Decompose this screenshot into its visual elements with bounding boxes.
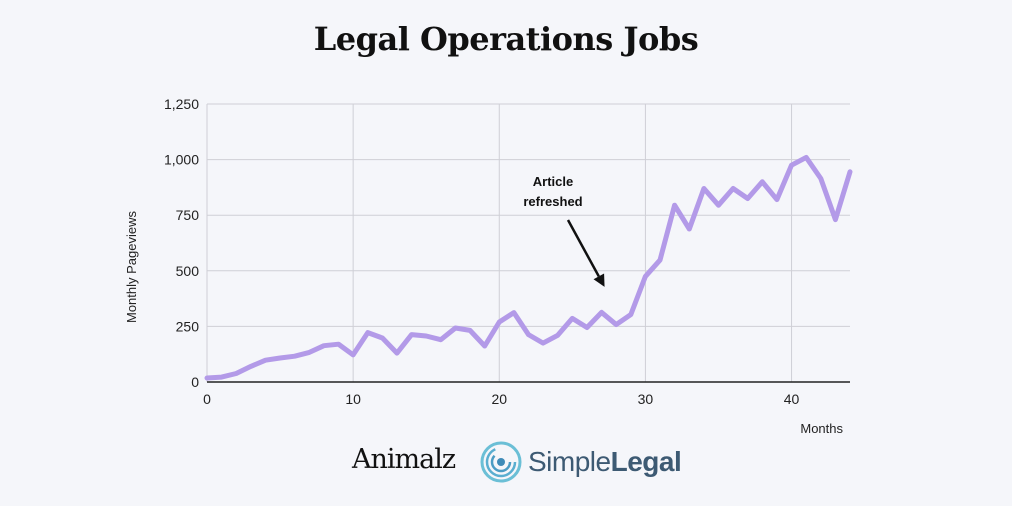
x-axis-label: Months <box>800 421 843 436</box>
x-tick-label: 30 <box>638 391 654 407</box>
annotation-text: refreshed <box>523 194 582 209</box>
annotation-arrow <box>566 219 600 278</box>
x-axis-ticks: 0 10 20 30 40 <box>203 391 799 407</box>
y-tick-label: 250 <box>176 318 200 334</box>
y-tick-label: 750 <box>176 207 200 223</box>
y-axis-label: Monthly Pageviews <box>124 211 139 323</box>
x-tick-label: 20 <box>491 391 507 407</box>
y-tick-label: 500 <box>176 263 200 279</box>
simplelegal-logo: SimpleLegal <box>480 440 682 484</box>
annotation-text: Article <box>533 174 573 189</box>
y-tick-label: 0 <box>191 374 199 390</box>
animalz-logo: Animalz <box>352 444 456 475</box>
x-tick-label: 10 <box>345 391 361 407</box>
x-tick-label: 0 <box>203 391 211 407</box>
chart-title: Legal Operations Jobs <box>313 20 699 58</box>
series-line <box>204 154 853 381</box>
y-axis-ticks: 0 250 500 750 1,000 1,250 <box>164 96 199 390</box>
annotations: Article refreshed <box>523 174 605 287</box>
y-tick-label: 1,250 <box>164 96 199 112</box>
annotation-arrowhead <box>593 273 605 287</box>
simplelegal-swirl-icon <box>480 441 522 483</box>
y-tick-label: 1,000 <box>164 152 199 168</box>
simplelegal-wordmark: SimpleLegal <box>528 446 682 477</box>
x-tick-label: 40 <box>784 391 800 407</box>
grid <box>206 103 850 382</box>
